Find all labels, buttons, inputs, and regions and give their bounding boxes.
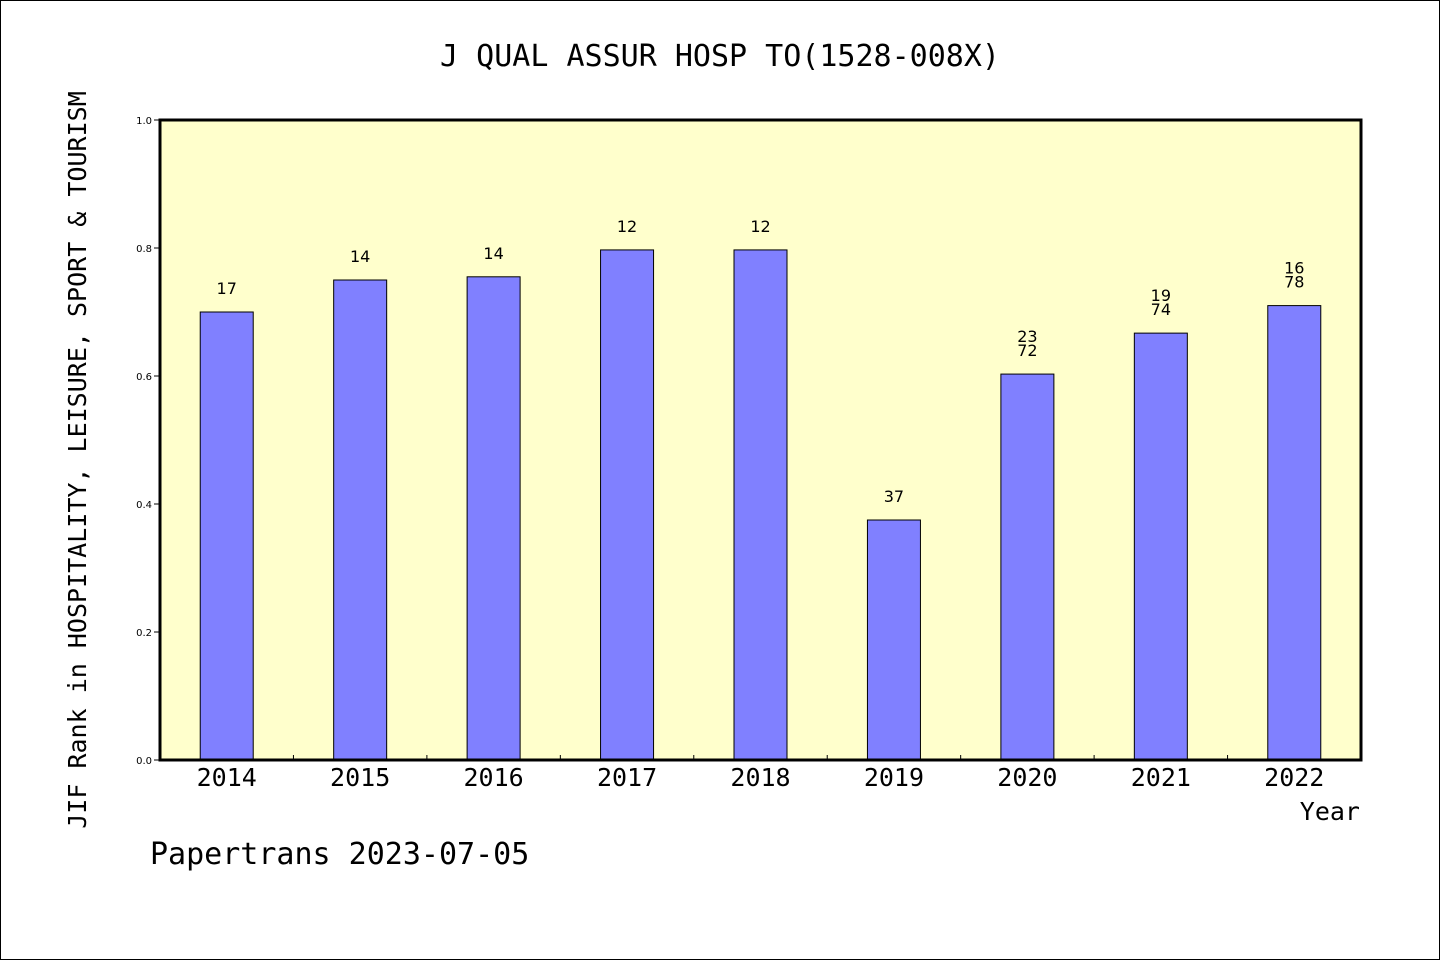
x-tick-label: 2022 xyxy=(1264,763,1324,792)
x-tick-label: 2021 xyxy=(1131,763,1191,792)
x-tick-label: 2016 xyxy=(464,763,524,792)
y-tick-label: 0.2 xyxy=(136,628,152,639)
bar-value-label: 37 xyxy=(884,487,904,506)
bar xyxy=(1133,332,1188,761)
bar xyxy=(866,519,921,761)
bar-value-label: 14 xyxy=(483,244,503,263)
bar-value-label: 74 xyxy=(1151,300,1171,319)
bar-value-label: 12 xyxy=(750,217,770,236)
x-axis-ticks: 2014 2015 2016 2017 2018 2019 2020 2021 2022 xyxy=(197,755,1324,792)
bar xyxy=(1000,373,1055,761)
y-axis-label: JIF Rank in HOSPITALITY, LEISURE, SPORT … xyxy=(63,91,92,829)
bar-value-label: 16 xyxy=(1284,259,1304,278)
x-tick-label: 2017 xyxy=(597,763,657,792)
y-axis-ticks: 0.0 0.2 0.4 0.6 0.8 1.0 xyxy=(136,116,160,767)
y-tick-label: 1.0 xyxy=(136,116,152,127)
x-tick-label: 2014 xyxy=(197,763,257,792)
bar-value-label: 72 xyxy=(1017,341,1037,360)
y-tick-label: 0.0 xyxy=(136,756,152,767)
y-tick-label: 0.4 xyxy=(136,500,152,511)
x-tick-label: 2020 xyxy=(997,763,1057,792)
y-tick-label: 0.6 xyxy=(136,372,152,383)
bars-group xyxy=(199,249,1322,761)
x-tick-label: 2015 xyxy=(330,763,390,792)
bar-value-label: 14 xyxy=(350,247,370,266)
credit-text: Papertrans 2023-07-05 xyxy=(150,837,529,872)
x-tick-label: 2019 xyxy=(864,763,924,792)
bar xyxy=(466,276,521,761)
bar xyxy=(733,249,788,761)
plot-border xyxy=(158,118,1363,762)
x-tick-label: 2018 xyxy=(730,763,790,792)
bar-value-label: 17 xyxy=(217,279,237,298)
bar xyxy=(1267,305,1322,761)
bar-value-label: 19 xyxy=(1151,286,1171,305)
bar xyxy=(600,249,655,761)
bar xyxy=(333,279,388,761)
bar-value-label: 23 xyxy=(1017,327,1037,346)
chart-title: J QUAL ASSUR HOSP TO(1528-008X) xyxy=(440,39,1000,74)
bar xyxy=(199,311,254,761)
bar-value-label: 78 xyxy=(1284,273,1304,292)
y-tick-label: 0.8 xyxy=(136,244,152,255)
bar-value-label: 12 xyxy=(617,217,637,236)
x-axis-label: Year xyxy=(1300,797,1360,826)
